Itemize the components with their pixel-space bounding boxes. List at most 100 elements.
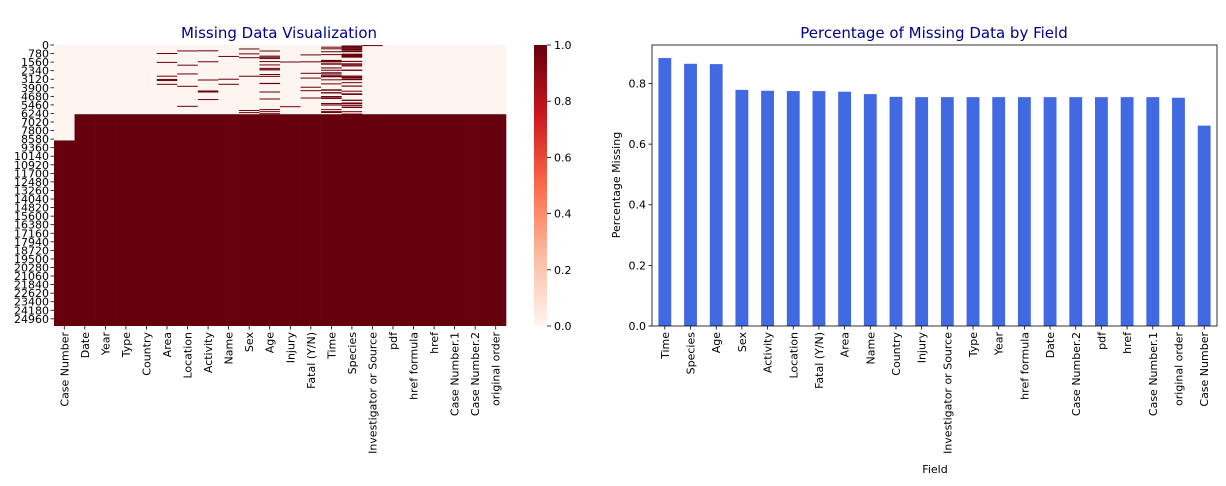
bar bbox=[940, 97, 954, 326]
bar bbox=[1120, 97, 1134, 326]
heatmap-missing-streak bbox=[321, 96, 342, 98]
heatmap-present-cell bbox=[115, 45, 137, 115]
bar-chart-x-tick-label: Age bbox=[710, 332, 723, 354]
heatmap-x-tick-label: Age bbox=[264, 332, 277, 354]
heatmap-present-cell bbox=[177, 45, 199, 115]
heatmap-missing-streak bbox=[300, 77, 322, 79]
heatmap-x-tick-label: Case Number bbox=[58, 332, 71, 407]
heatmap-x-tick-label: Injury bbox=[284, 332, 297, 364]
colorbar-tick-label: 0.0 bbox=[554, 320, 572, 333]
heatmap-missing-streak bbox=[156, 80, 178, 82]
heatmap-missing-streak bbox=[341, 65, 363, 67]
bar bbox=[684, 63, 697, 327]
heatmap-y-tick-label: 0 bbox=[42, 39, 49, 52]
heatmap-missing-streak bbox=[321, 89, 342, 91]
heatmap-present-cell bbox=[444, 45, 466, 115]
heatmap-missing-cell bbox=[464, 114, 486, 326]
heatmap-missing-cell bbox=[321, 114, 342, 326]
heatmap-missing-streak bbox=[238, 75, 260, 77]
heatmap-x-tick-label: Country bbox=[140, 332, 153, 376]
heatmap-missing-streak bbox=[238, 57, 260, 59]
heatmap-x-tick-label: original order bbox=[490, 332, 503, 406]
heatmap-missing-streak bbox=[259, 58, 280, 60]
heatmap-x-tick-label: Time bbox=[325, 332, 338, 360]
heatmap-present-cell bbox=[74, 45, 96, 115]
heatmap-missing-streak bbox=[341, 93, 363, 95]
heatmap-missing-streak bbox=[259, 98, 280, 100]
colorbar-gradient bbox=[534, 45, 547, 326]
bar-chart: Percentage of Missing Data by Field 0.00… bbox=[610, 24, 1218, 476]
heatmap-x-tick-label: Year bbox=[99, 332, 112, 357]
heatmap-missing-streak bbox=[300, 90, 322, 92]
heatmap-missing-cell bbox=[177, 114, 199, 326]
bar-chart-x-tick-label: Area bbox=[839, 332, 852, 357]
heatmap-missing-streak bbox=[341, 76, 363, 78]
bar bbox=[658, 58, 672, 327]
heatmap-missing-streak bbox=[197, 90, 219, 92]
heatmap-missing-cell bbox=[382, 114, 404, 326]
bar bbox=[966, 97, 980, 326]
bar-chart-x-label: Field bbox=[922, 463, 947, 476]
heatmap-missing-streak bbox=[341, 105, 363, 107]
bar-chart-x-tick-label: Type bbox=[967, 332, 980, 358]
heatmap-missing-streak bbox=[259, 91, 280, 93]
heatmap-present-cell bbox=[403, 45, 425, 115]
heatmap-y-tick-label: 10140 bbox=[14, 150, 49, 163]
bar bbox=[1095, 97, 1108, 326]
heatmap-missing-streak bbox=[300, 86, 322, 88]
heatmap-missing-streak bbox=[259, 61, 280, 63]
heatmap-y-tick-label: 6240 bbox=[21, 107, 49, 120]
heatmap-y-tick-label: 7800 bbox=[21, 125, 49, 138]
heatmap-x-tick-label: Sex bbox=[243, 332, 256, 353]
heatmap-missing-streak bbox=[321, 76, 342, 78]
bar-chart-x-tick-label: Sex bbox=[736, 332, 749, 353]
bar-chart-x-tick-label: pdf bbox=[1095, 331, 1108, 350]
bar bbox=[761, 90, 774, 326]
heatmap-missing-streak bbox=[341, 107, 363, 109]
bar bbox=[863, 94, 877, 326]
heatmap-missing-streak bbox=[321, 69, 342, 71]
bar-chart-x-tick-label: Year bbox=[993, 332, 1006, 357]
heatmap-missing-streak bbox=[321, 98, 342, 100]
heatmap-missing-streak bbox=[321, 92, 342, 94]
bar bbox=[1069, 97, 1083, 326]
heatmap-missing-streak bbox=[321, 75, 342, 77]
heatmap-y-tick-label: 1560 bbox=[21, 56, 49, 69]
colorbar-tick-label: 0.6 bbox=[554, 151, 572, 164]
bar-chart-frame bbox=[651, 44, 1218, 327]
heatmap-missing-streak bbox=[197, 91, 219, 93]
heatmap-missing-streak bbox=[321, 79, 342, 81]
heatmap-y-tick-label: 23400 bbox=[14, 296, 49, 309]
heatmap-missing-streak bbox=[218, 78, 239, 80]
heatmap-missing-streak bbox=[341, 49, 363, 51]
heatmap-missing-streak bbox=[341, 75, 363, 77]
heatmap-y-tick-label: 4680 bbox=[21, 90, 49, 103]
heatmap-y-tick-label: 19500 bbox=[14, 253, 49, 266]
bar bbox=[915, 97, 929, 326]
heatmap-present-cell bbox=[259, 45, 281, 115]
heatmap-missing-streak bbox=[341, 54, 363, 56]
heatmap-missing-streak bbox=[341, 51, 363, 53]
heatmap-chart: Missing Data Visualization 0780156023403… bbox=[14, 24, 507, 454]
bar-chart-x-tick-label: Date bbox=[1044, 332, 1057, 359]
heatmap-missing-streak bbox=[259, 55, 280, 57]
heatmap-missing-streak bbox=[218, 55, 239, 57]
heatmap-missing-streak bbox=[156, 52, 178, 54]
heatmap-y-tick-label: 12480 bbox=[14, 176, 49, 189]
heatmap-x-tick-label: Fatal (Y/N) bbox=[305, 332, 318, 389]
heatmap-missing-streak bbox=[321, 51, 342, 53]
heatmap-present-cell bbox=[280, 45, 301, 115]
bar-chart-x-ticks: Time Species Age Sex Activity Location Fatal (… bbox=[659, 326, 1211, 454]
heatmap-missing-cell bbox=[362, 114, 384, 326]
heatmap-missing-streak bbox=[341, 111, 363, 113]
heatmap-missing-streak bbox=[238, 109, 260, 111]
heatmap-missing-streak bbox=[156, 83, 178, 85]
bar bbox=[786, 91, 800, 326]
colorbar: 0.0 0.2 0.4 0.6 0.8 1.0 bbox=[534, 39, 572, 333]
heatmap-missing-streak bbox=[259, 50, 280, 52]
bar-chart-title: Percentage of Missing Data by Field bbox=[800, 24, 1067, 42]
heatmap-x-tick-label: Date bbox=[79, 332, 92, 359]
heatmap-y-tick-label: 3120 bbox=[21, 73, 49, 86]
bar-chart-x-tick-label: Location bbox=[787, 332, 800, 379]
heatmap-missing-cell bbox=[218, 114, 240, 326]
